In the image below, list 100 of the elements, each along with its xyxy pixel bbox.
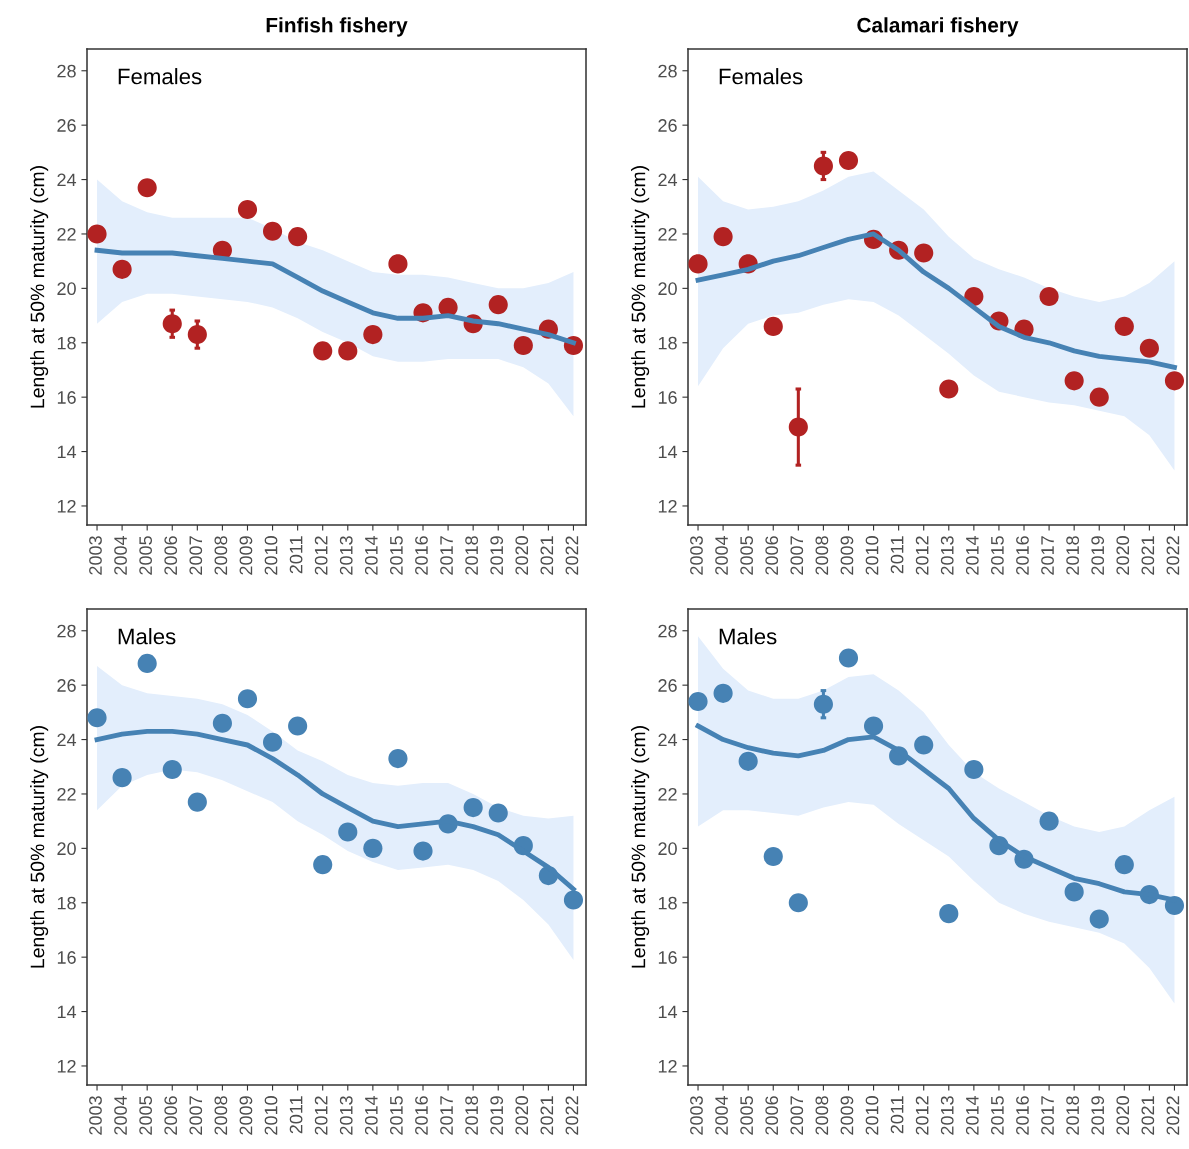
x-tick-label: 2016 xyxy=(415,536,428,575)
x-tick-label: 2006 xyxy=(164,1096,178,1135)
x-tick-label: 2012 xyxy=(314,536,328,575)
point xyxy=(338,822,358,842)
chart-title: Calamari fishery xyxy=(857,17,1019,37)
x-tick-label: 2005 xyxy=(139,1096,153,1135)
x-tick-label: 2017 xyxy=(1041,536,1054,575)
point xyxy=(363,838,383,858)
point xyxy=(513,335,533,356)
x-tick-label: 2020 xyxy=(515,536,529,575)
point xyxy=(112,259,132,279)
x-tick-label: 2003 xyxy=(89,1096,102,1135)
y-tick-label: 26 xyxy=(57,119,76,132)
x-tick-label: 2009 xyxy=(840,1096,854,1135)
point xyxy=(1114,855,1134,875)
x-tick-label: 2016 xyxy=(1016,536,1029,575)
point xyxy=(838,648,859,668)
x-tick-label: 2015 xyxy=(991,1096,1004,1135)
x-tick-label: 2005 xyxy=(740,536,754,575)
x-tick-label: 2009 xyxy=(840,536,854,575)
y-tick-label: 20 xyxy=(658,842,677,856)
x-tick-label: 2014 xyxy=(364,535,378,575)
x-tick-label: 2018 xyxy=(1066,536,1080,575)
point xyxy=(288,227,308,247)
y-tick-label: 28 xyxy=(658,624,677,638)
x-tick-label: 2005 xyxy=(139,536,153,575)
y-tick-label: 24 xyxy=(658,733,678,747)
x-tick-label: 2003 xyxy=(690,536,703,575)
x-tick-label: 2020 xyxy=(515,1096,529,1135)
x-tick-label: 2018 xyxy=(465,1096,479,1135)
x-tick-label: 2011 xyxy=(890,536,904,574)
x-tick-label: 2007 xyxy=(189,1096,203,1135)
x-tick-label: 2007 xyxy=(189,536,203,575)
annotation: Males xyxy=(719,628,777,645)
chart-title: Finfish fishery xyxy=(266,17,408,37)
x-tick-label: 2018 xyxy=(1066,1096,1080,1135)
point xyxy=(488,295,508,315)
y-tick-label: 24 xyxy=(658,173,678,187)
point xyxy=(288,716,308,736)
x-tick-label: 2010 xyxy=(264,1096,278,1135)
point xyxy=(87,708,107,728)
point xyxy=(788,417,808,437)
point xyxy=(763,316,783,337)
x-tick-label: 2019 xyxy=(490,1096,504,1135)
point xyxy=(262,732,283,752)
point xyxy=(237,689,258,709)
point xyxy=(413,841,433,861)
x-tick-label: 2014 xyxy=(965,535,979,575)
x-tick-label: 2007 xyxy=(790,1096,804,1135)
x-tick-label: 2003 xyxy=(690,1096,703,1135)
point xyxy=(137,653,157,673)
point xyxy=(463,797,483,818)
x-tick-label: 2003 xyxy=(89,536,102,575)
point xyxy=(187,792,207,812)
x-tick-label: 2004 xyxy=(715,535,728,575)
point xyxy=(838,150,859,171)
x-tick-label: 2012 xyxy=(915,1096,929,1135)
x-tick-label: 2004 xyxy=(715,1095,728,1135)
point xyxy=(137,178,157,198)
y-tick-label: 26 xyxy=(658,679,677,692)
point xyxy=(262,221,283,241)
point xyxy=(237,199,258,220)
x-tick-label: 2021 xyxy=(1141,536,1155,575)
y-axis-title: Length at 50% maturity (cm) xyxy=(30,166,49,408)
point xyxy=(813,694,833,714)
x-tick-label: 2004 xyxy=(114,535,127,575)
x-tick-label: 2006 xyxy=(765,1096,779,1135)
y-tick-label: 20 xyxy=(57,282,76,296)
x-tick-label: 2017 xyxy=(440,536,453,575)
y-tick-label: 16 xyxy=(658,391,677,404)
x-tick-label: 2008 xyxy=(815,536,829,575)
x-tick-label: 2021 xyxy=(540,536,554,575)
y-tick-label: 16 xyxy=(57,951,76,964)
y-tick-label: 28 xyxy=(57,624,76,638)
point xyxy=(388,254,408,274)
x-tick-label: 2013 xyxy=(339,536,353,575)
point xyxy=(1039,811,1059,831)
x-tick-label: 2017 xyxy=(1041,1096,1054,1135)
y-tick-label: 24 xyxy=(57,733,77,747)
annotation: Males xyxy=(118,628,176,645)
x-tick-label: 2020 xyxy=(1116,536,1130,575)
point xyxy=(939,379,959,399)
y-tick-label: 14 xyxy=(658,1005,678,1019)
y-tick-label: 18 xyxy=(57,896,76,910)
x-tick-label: 2008 xyxy=(214,536,228,575)
point xyxy=(1089,909,1109,929)
x-tick-label: 2009 xyxy=(239,1096,253,1135)
x-tick-label: 2004 xyxy=(114,1095,127,1135)
point xyxy=(488,803,508,823)
y-tick-label: 14 xyxy=(57,1005,77,1019)
x-tick-label: 2006 xyxy=(164,536,178,575)
annotation: Females xyxy=(118,68,202,85)
x-tick-label: 2017 xyxy=(440,1096,453,1135)
y-tick-label: 14 xyxy=(658,445,678,459)
x-tick-label: 2011 xyxy=(289,1096,303,1134)
point xyxy=(338,341,358,361)
x-tick-label: 2019 xyxy=(1091,1096,1105,1135)
point xyxy=(1139,338,1159,358)
x-tick-label: 2008 xyxy=(815,1096,829,1135)
y-tick-label: 28 xyxy=(658,64,677,78)
